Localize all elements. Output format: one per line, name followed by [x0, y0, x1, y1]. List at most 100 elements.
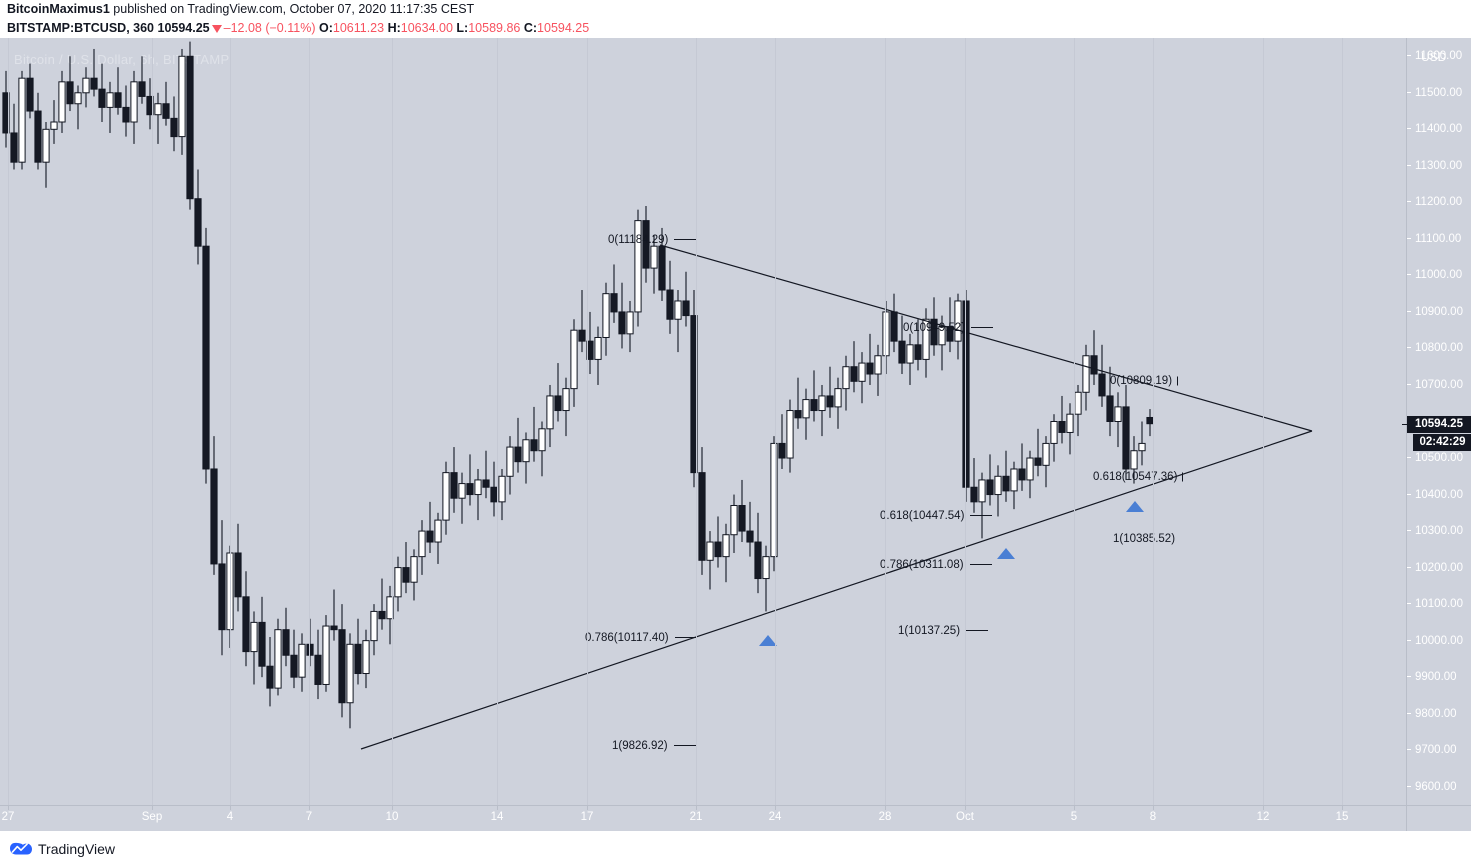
- candle: [714, 516, 722, 568]
- price-tick: 11300.00: [1407, 159, 1471, 173]
- last-price: 10594.25: [157, 21, 210, 35]
- candle: [450, 447, 458, 513]
- axis-separator: [1406, 806, 1407, 832]
- candle: [346, 633, 354, 729]
- candle: [258, 596, 266, 678]
- price-tick-label: 11500.00: [1415, 86, 1463, 99]
- high-value: 10634.00: [400, 21, 453, 35]
- candle: [1122, 384, 1130, 480]
- candle: [1042, 436, 1050, 488]
- price-axis[interactable]: USD 11600.00 11500.00 11400.00 11300.00 1120…: [1402, 38, 1471, 805]
- grid-line-vertical: [8, 38, 9, 805]
- price-tick: 11400.00: [1407, 122, 1471, 136]
- buy-marker-triangle-icon: [1126, 501, 1144, 512]
- candle: [426, 501, 434, 553]
- candle: [1026, 450, 1034, 499]
- candle: [442, 461, 450, 535]
- price-tick: 9600.00: [1407, 780, 1471, 794]
- fib-label-text: 1(10385.52): [1113, 533, 1176, 545]
- fib-0786-10311: 0.786(10311.08): [880, 559, 992, 571]
- time-tick-label: Oct: [956, 811, 974, 823]
- price-tick: 10500.00: [1407, 451, 1471, 465]
- publish-line: BitcoinMaximus1 published on TradingView…: [7, 2, 474, 16]
- candle: [906, 333, 914, 385]
- fib-label-dash: [673, 745, 696, 747]
- time-tick-label: 5: [1070, 811, 1078, 823]
- price-tick: 9900.00: [1407, 670, 1471, 684]
- candle: [722, 523, 730, 583]
- candle: [482, 450, 490, 499]
- price-tick-label: 11400.00: [1415, 123, 1463, 136]
- fib-0618-10447: 0.618(10447.54): [880, 510, 993, 522]
- candle: [842, 355, 850, 411]
- candle: [266, 636, 274, 707]
- price-tick-label: 10400.00: [1415, 488, 1463, 501]
- candle: [634, 209, 642, 327]
- candle: [674, 290, 682, 353]
- chart-plot-area[interactable]: Bitcoin / U.S. Dollar, 6h, BITSTAMP 0(11…: [0, 38, 1406, 805]
- candle: [322, 615, 330, 692]
- low-label: L:: [456, 21, 469, 35]
- candle: [602, 282, 610, 356]
- time-tick-mark: [1153, 806, 1154, 810]
- candle: [122, 85, 130, 137]
- candle: [66, 56, 74, 112]
- candle: [610, 264, 618, 323]
- time-tick-mark: [152, 806, 153, 810]
- candle: [106, 81, 114, 133]
- candle: [1090, 330, 1098, 385]
- candle: [306, 618, 314, 667]
- candle: [778, 414, 786, 469]
- time-tick-label: 21: [689, 811, 703, 823]
- time-tick-label: 8: [1149, 811, 1157, 823]
- price-tick-label: 11000.00: [1415, 269, 1463, 282]
- candle: [138, 56, 146, 104]
- symbol-label[interactable]: BITSTAMP:BTCUSD, 360: [7, 21, 155, 35]
- time-axis[interactable]: 27 Sep 4 7 10 14 17 21 24 28 Oct 5 8 12 15: [0, 805, 1471, 832]
- candle: [666, 260, 674, 334]
- candle: [922, 308, 930, 378]
- grid-line-vertical: [1263, 38, 1264, 805]
- time-tick-label: Sep: [141, 811, 163, 823]
- candle: [754, 512, 762, 594]
- candle: [514, 417, 522, 473]
- candle: [170, 96, 178, 152]
- price-tick-label: 11100.00: [1415, 232, 1462, 245]
- candle: [154, 92, 162, 144]
- fib-label-dash: [969, 564, 992, 566]
- time-tick-mark: [1263, 806, 1264, 810]
- time-tick-mark: [965, 806, 966, 810]
- price-tick-label: 11600.00: [1415, 50, 1463, 63]
- candle: [858, 352, 866, 404]
- candle: [746, 501, 754, 557]
- candle: [466, 454, 474, 506]
- grid-line-vertical: [587, 38, 588, 805]
- price-tick-label: 10800.00: [1415, 342, 1463, 355]
- grid-line-vertical: [696, 38, 697, 805]
- bar-countdown-tag: 02:42:29: [1413, 433, 1471, 451]
- candle: [762, 545, 770, 612]
- candle: [626, 300, 634, 353]
- time-tick-mark: [1074, 806, 1075, 810]
- time-tick-mark: [775, 806, 776, 810]
- candle: [874, 344, 882, 396]
- candle: [18, 70, 26, 170]
- price-tick-label: 9600.00: [1415, 780, 1457, 793]
- candle: [194, 169, 202, 265]
- time-tick-mark: [1342, 806, 1343, 810]
- candle: [818, 384, 826, 437]
- fib-label-text: 1(10137.25): [898, 625, 961, 637]
- candlestick-canvas: [2, 41, 1313, 750]
- low-value: 10589.86: [468, 21, 521, 35]
- candle: [730, 494, 738, 553]
- fib-label-text: 1(9826.92): [612, 740, 668, 752]
- candle: [234, 523, 242, 612]
- candle: [562, 377, 570, 437]
- fib-label-text: 0(11184.29): [608, 234, 669, 246]
- price-tick-label: 10500.00: [1415, 452, 1463, 465]
- chart-footer: TradingView: [0, 831, 1471, 868]
- time-tick-mark: [497, 806, 498, 810]
- candle: [538, 421, 546, 477]
- candle: [90, 48, 98, 97]
- price-tick: 10400.00: [1407, 488, 1471, 502]
